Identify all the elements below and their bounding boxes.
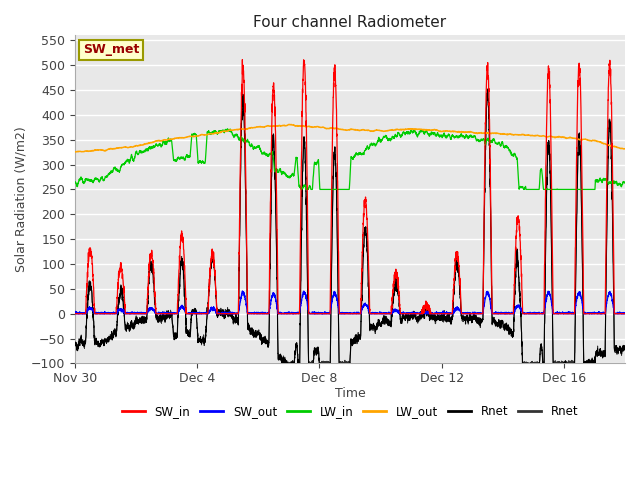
Y-axis label: Solar Radiation (W/m2): Solar Radiation (W/m2) [15,127,28,272]
Text: SW_met: SW_met [83,43,140,56]
Legend: SW_in, SW_out, LW_in, LW_out, Rnet, Rnet: SW_in, SW_out, LW_in, LW_out, Rnet, Rnet [117,401,583,423]
Title: Four channel Radiometer: Four channel Radiometer [253,15,447,30]
X-axis label: Time: Time [335,387,365,400]
